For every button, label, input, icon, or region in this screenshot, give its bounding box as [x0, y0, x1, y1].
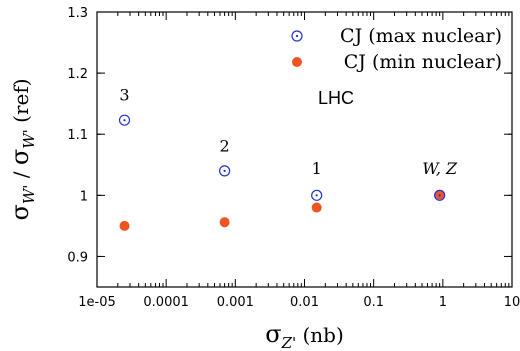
- max-nuclear-point-ring: [311, 189, 323, 201]
- y-axis-title-subscript-2: W': [20, 129, 38, 149]
- y-axis-title-sigma-2: σ: [6, 149, 34, 165]
- x-tick-label: 0.01: [290, 295, 319, 310]
- legend: CJ (max nuclear) CJ (min nuclear): [291, 25, 502, 73]
- y-axis-title-ref: (ref): [9, 78, 33, 129]
- data-marks: [118, 114, 446, 231]
- min-nuclear-point: [119, 220, 130, 231]
- x-axis-title-sigma: σ: [265, 320, 281, 348]
- y-axis-title-sigma-1: σ: [6, 204, 34, 220]
- legend-max-nuclear-marker-dot: [295, 34, 299, 38]
- point-annotations: 3 2 1 W, Z: [119, 86, 458, 178]
- y-tick-label: 1.3: [67, 6, 88, 21]
- x-tick-label: 10: [504, 295, 520, 310]
- point-annotation: 1: [312, 159, 322, 178]
- legend-min-nuclear-label: CJ (min nuclear): [344, 51, 502, 73]
- legend-max-nuclear-label: CJ (max nuclear): [340, 25, 502, 47]
- max-nuclear-point: [219, 165, 231, 177]
- y-tick-label: 1: [80, 189, 88, 204]
- legend-max-nuclear-marker: [291, 30, 303, 42]
- x-axis-title-unit: (nb): [296, 323, 344, 347]
- min-nuclear-point: [311, 202, 322, 213]
- x-tick-label: 1e-05: [78, 295, 116, 310]
- point-annotation: 2: [220, 136, 230, 155]
- x-axis-title: σZ' (nb): [265, 320, 344, 351]
- y-axis-title: σW' / σW' (ref): [6, 78, 38, 220]
- max-nuclear-point-dot: [438, 194, 441, 197]
- max-nuclear-point-ring: [118, 114, 131, 126]
- y-axis-title-slash: /: [9, 165, 33, 184]
- x-tick-label: 0.001: [217, 295, 254, 310]
- max-nuclear-point: [434, 189, 446, 201]
- x-tick-label: 1: [439, 295, 447, 310]
- min-nuclear-point: [219, 217, 230, 228]
- x-tick-label: 0.0001: [143, 295, 189, 310]
- max-nuclear-point-dot: [315, 194, 318, 197]
- y-axis-title-subscript-1: W': [20, 185, 38, 205]
- axis-ticks: 1e-05 0.0001 0.001 0.01 0.1 1 10 0.9 1 1.1 1.2 1.3: [67, 6, 520, 310]
- y-tick-label: 1.1: [67, 128, 88, 143]
- legend-max-nuclear-marker-ring: [291, 30, 303, 42]
- max-nuclear-point-ring: [219, 165, 231, 177]
- point-annotation: W, Z: [422, 159, 458, 178]
- x-tick-label: 0.1: [363, 295, 384, 310]
- max-nuclear-point: [311, 189, 323, 201]
- max-nuclear-point-ring: [434, 189, 446, 201]
- max-nuclear-point-dot: [223, 169, 226, 172]
- point-annotation: 3: [119, 86, 129, 105]
- y-tick-label: 0.9: [67, 250, 88, 265]
- max-nuclear-point: [118, 114, 131, 126]
- y-tick-label: 1.2: [67, 67, 88, 82]
- lhc-label: LHC: [318, 88, 354, 108]
- max-nuclear-point-dot: [123, 119, 126, 122]
- legend-min-nuclear-marker: [292, 57, 302, 67]
- x-axis-title-subscript: Z': [281, 334, 297, 351]
